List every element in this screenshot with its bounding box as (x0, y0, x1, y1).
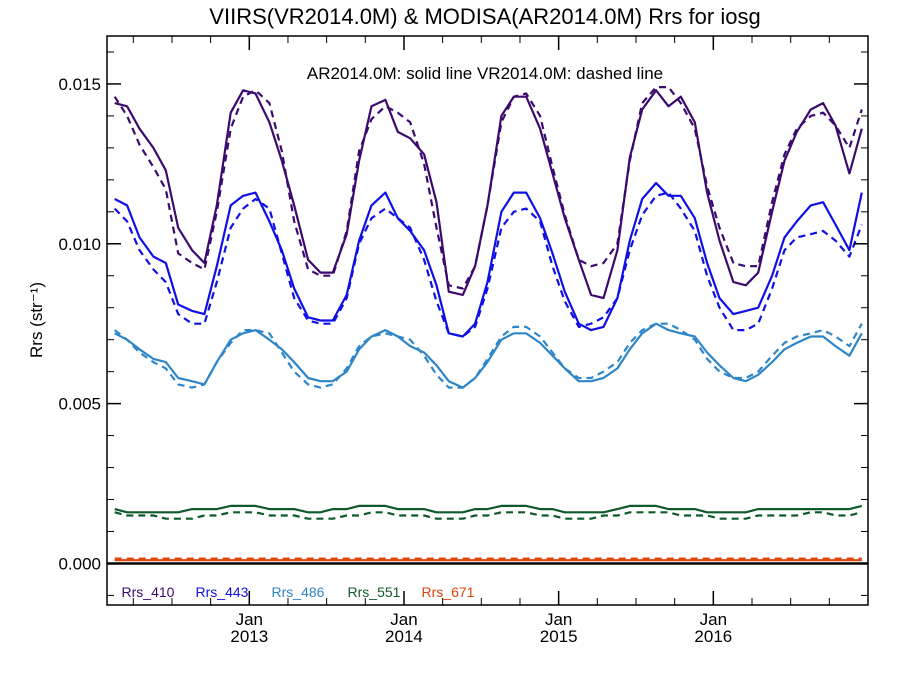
series-line-rrs-486-dashed (114, 322, 863, 389)
series-line-rrs-443-dashed (113, 191, 863, 338)
series-line-rrs-410-solid (114, 89, 863, 300)
legend: Rrs_410 Rrs_443 Rrs_486 Rrs_551 Rrs_671 (122, 584, 475, 600)
series-line-rrs-486-solid (114, 322, 863, 389)
y-tick-label: 0.015 (58, 75, 101, 94)
line-style-annotation: AR2014.0M: solid line VR2014.0M: dashed … (307, 64, 663, 83)
x-tick-label-year: 2013 (230, 627, 268, 646)
legend-item-rrs-410: Rrs_410 (122, 584, 175, 600)
legend-item-rrs-671: Rrs_671 (422, 584, 475, 600)
plot-frame (106, 35, 869, 606)
x-tick-label-year: 2015 (540, 627, 578, 646)
x-tick-label-year: 2016 (694, 627, 732, 646)
series-line-rrs-551-dashed (114, 511, 863, 520)
y-tick-label: 0.010 (58, 235, 101, 254)
x-tick-label-month: Jan (700, 610, 727, 629)
series-line-rrs-443-solid (114, 181, 863, 338)
y-tick-label: 0.000 (58, 554, 101, 573)
legend-item-rrs-551: Rrs_551 (348, 584, 401, 600)
chart-title: VIIRS(VR2014.0M) & MODISA(AR2014.0M) Rrs… (209, 4, 760, 29)
series-line-rrs-551-solid (114, 504, 863, 514)
series-layer (107, 85, 868, 565)
axes-layer: 0.0000.0050.0100.015Jan2013Jan2014Jan201… (58, 35, 869, 646)
y-axis-label: Rrs (str⁻¹) (27, 282, 46, 358)
legend-item-rrs-486: Rrs_486 (272, 584, 325, 600)
x-tick-label-month: Jan (236, 610, 263, 629)
legend-item-rrs-443: Rrs_443 (196, 584, 249, 600)
y-tick-label: 0.005 (58, 395, 101, 414)
x-tick-label-month: Jan (545, 610, 572, 629)
series-line-rrs-410-dashed (113, 85, 863, 290)
x-tick-label-year: 2014 (385, 627, 423, 646)
x-tick-label-month: Jan (390, 610, 417, 629)
